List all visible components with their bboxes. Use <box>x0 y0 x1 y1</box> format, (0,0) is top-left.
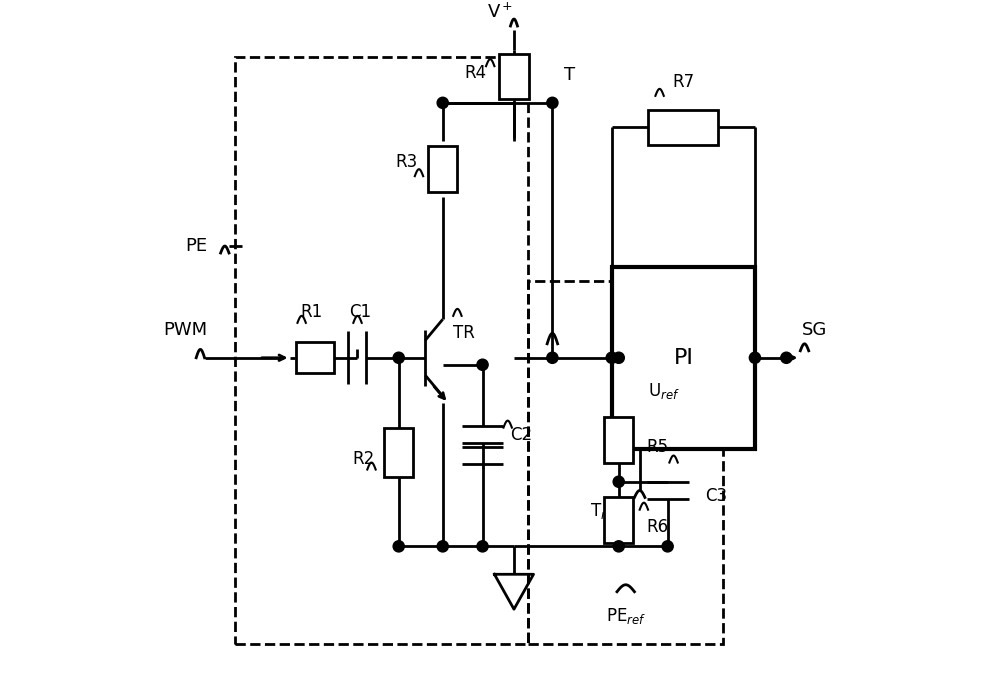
Text: R6: R6 <box>646 518 668 536</box>
Text: T: T <box>564 66 575 84</box>
Circle shape <box>393 352 404 363</box>
Circle shape <box>547 97 558 108</box>
Bar <box>499 54 529 99</box>
Circle shape <box>547 352 558 363</box>
Text: U$_{ref}$: U$_{ref}$ <box>648 381 680 401</box>
Circle shape <box>749 352 761 363</box>
Bar <box>384 428 413 477</box>
Circle shape <box>606 352 617 363</box>
Text: R2: R2 <box>353 450 375 468</box>
Text: SG: SG <box>802 321 827 339</box>
Bar <box>604 417 633 463</box>
Text: T$_{ref}$: T$_{ref}$ <box>590 501 620 522</box>
Bar <box>528 281 723 644</box>
Bar <box>428 146 457 192</box>
Circle shape <box>437 541 448 552</box>
Circle shape <box>613 476 624 487</box>
Text: R7: R7 <box>672 73 694 91</box>
Circle shape <box>393 541 404 552</box>
Text: PWM: PWM <box>164 321 208 339</box>
Bar <box>235 57 528 644</box>
Bar <box>296 342 334 374</box>
Bar <box>612 267 755 449</box>
Text: R4: R4 <box>464 64 487 82</box>
Circle shape <box>613 541 624 552</box>
Text: C1: C1 <box>349 303 371 321</box>
Text: PE: PE <box>185 237 207 255</box>
Circle shape <box>662 541 673 552</box>
Circle shape <box>613 352 624 363</box>
Circle shape <box>437 97 448 108</box>
Text: PE$_{ref}$: PE$_{ref}$ <box>606 606 646 627</box>
Text: C2: C2 <box>510 426 532 444</box>
Text: TR: TR <box>453 324 475 342</box>
Bar <box>604 498 633 543</box>
Text: C3: C3 <box>705 486 728 505</box>
Text: R5: R5 <box>646 438 668 456</box>
Circle shape <box>477 359 488 370</box>
Circle shape <box>477 541 488 552</box>
Bar <box>648 110 718 145</box>
Circle shape <box>781 352 792 363</box>
Text: V$^+$: V$^+$ <box>487 2 513 22</box>
Text: R1: R1 <box>300 303 323 321</box>
Text: PI: PI <box>673 348 693 368</box>
Text: R3: R3 <box>395 153 418 172</box>
